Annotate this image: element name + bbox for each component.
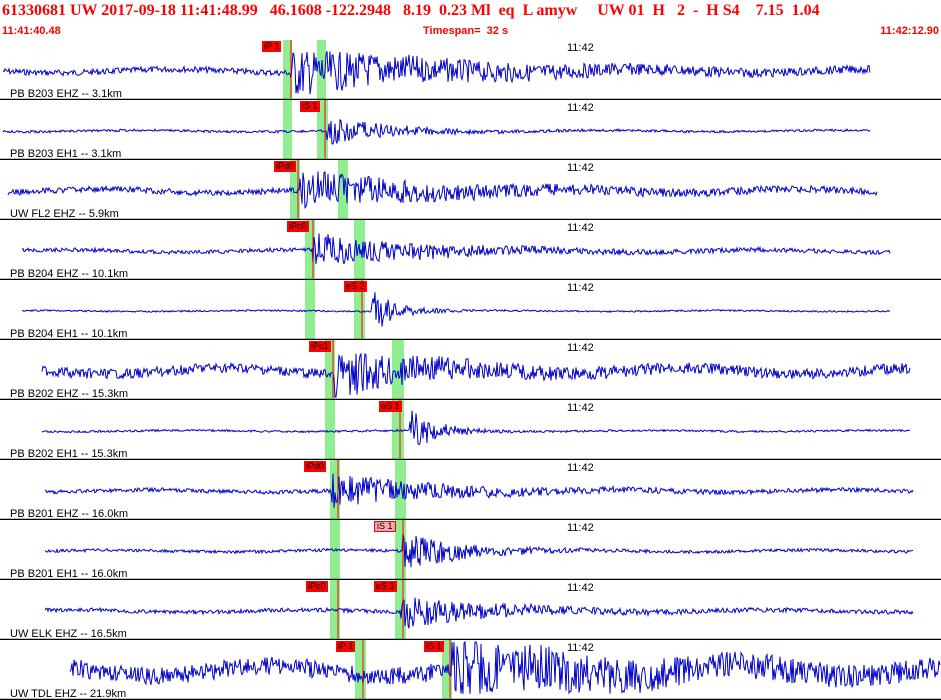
station-label: UW FL2 EHZ -- 5.9km xyxy=(10,208,119,220)
phase-pick-tag[interactable]: iPc0 xyxy=(306,581,328,592)
waveform-trace xyxy=(2,118,871,145)
trace-panel[interactable]: iPc0 11:42 PB B204 EHZ -- 10.1km xyxy=(0,220,941,280)
pick-window xyxy=(317,100,328,160)
phase-pick-tag[interactable]: iS 1 xyxy=(374,521,396,532)
event-header: 61330681 UW 2017-09-18 11:41:48.99 46.16… xyxy=(0,0,941,40)
trace-canvas xyxy=(0,460,941,520)
trace-panel[interactable]: iP 1 11:42 PB B203 EHZ -- 3.1km xyxy=(0,40,941,100)
pick-window xyxy=(392,340,404,400)
trace-canvas xyxy=(0,100,941,160)
pick-window xyxy=(290,160,300,220)
trace-canvas xyxy=(0,400,941,460)
trace-canvas xyxy=(0,40,941,100)
pick-window xyxy=(395,520,406,580)
pick-window xyxy=(325,340,335,400)
pick-window xyxy=(392,400,404,460)
waveform-trace xyxy=(21,233,891,265)
waveform-trace xyxy=(44,532,914,568)
station-label: PB B203 EHZ -- 3.1km xyxy=(10,88,122,100)
time-tick-label: 11:42 xyxy=(567,282,594,294)
station-label: UW ELK EHZ -- 16.5km xyxy=(10,628,127,640)
phase-pick-tag[interactable]: iP 1 xyxy=(336,641,356,652)
phase-pick-tag[interactable]: iPc0 xyxy=(287,221,309,232)
pick-window xyxy=(330,580,340,640)
phase-pick-tag[interactable]: iP 1 xyxy=(262,41,282,52)
time-tick-label: 11:42 xyxy=(567,162,594,174)
trace-panel[interactable]: iS 1 11:42 PB B203 EH1 -- 3.1km xyxy=(0,100,941,160)
trace-canvas xyxy=(0,160,941,220)
waveform-trace xyxy=(21,292,891,327)
timespan-label: Timespan= 32 s xyxy=(423,25,509,37)
trace-canvas xyxy=(0,640,941,700)
pick-window xyxy=(325,400,335,460)
phase-pick-tag[interactable]: iPd0 xyxy=(274,161,297,172)
time-tick-label: 11:42 xyxy=(567,642,594,654)
trace-canvas xyxy=(0,520,941,580)
trace-panel[interactable]: iP 1 iS 1 11:42 UW TDL EHZ -- 21.9km xyxy=(0,640,941,700)
station-label: PB B202 EHZ -- 15.3km xyxy=(10,388,128,400)
time-tick-label: 11:42 xyxy=(567,342,594,354)
pick-window xyxy=(338,160,348,220)
station-label: PB B203 EH1 -- 3.1km xyxy=(10,148,122,160)
phase-pick-tag[interactable]: eS 1 xyxy=(374,581,397,592)
time-tick-label: 11:42 xyxy=(567,522,594,534)
trace-panel[interactable]: iS 1 11:42 PB B201 EH1 -- 16.0km xyxy=(0,520,941,580)
phase-pick-tag[interactable]: iPd0 xyxy=(304,461,327,472)
waveform-trace xyxy=(41,410,911,446)
trace-panel[interactable]: iPc1 11:42 PB B202 EHZ -- 15.3km xyxy=(0,340,941,400)
phase-pick-tag[interactable]: iS 1 xyxy=(424,641,444,652)
pick-window xyxy=(354,280,365,340)
seismogram-traces[interactable]: iP 1 11:42 PB B203 EHZ -- 3.1km iS 1 11:42 PB… xyxy=(0,40,941,700)
pick-window xyxy=(330,460,340,520)
trace-canvas xyxy=(0,220,941,280)
station-label: PB B201 EH1 -- 16.0km xyxy=(10,568,128,580)
time-tick-label: 11:42 xyxy=(567,462,594,474)
event-summary-title: 61330681 UW 2017-09-18 11:41:48.99 46.16… xyxy=(2,2,820,19)
time-tick-label: 11:42 xyxy=(567,402,594,414)
phase-pick-tag[interactable]: iPc1 xyxy=(309,341,331,352)
time-tick-label: 11:42 xyxy=(567,222,594,234)
pick-window xyxy=(395,460,406,520)
trace-panel[interactable]: eS 2 11:42 PB B204 EH1 -- 10.1km xyxy=(0,280,941,340)
time-tick-label: 11:42 xyxy=(567,582,594,594)
station-label: PB B202 EH1 -- 15.3km xyxy=(10,448,128,460)
station-label: PB B201 EHZ -- 16.0km xyxy=(10,508,128,520)
pick-window xyxy=(395,580,406,640)
waveform-trace xyxy=(44,473,914,508)
station-label: PB B204 EH1 -- 10.1km xyxy=(10,328,128,340)
trace-panel[interactable]: iPd0 11:42 UW FL2 EHZ -- 5.9km xyxy=(0,160,941,220)
station-label: UW TDL EHZ -- 21.9km xyxy=(10,688,127,700)
start-time-label: 11:41:40.48 xyxy=(2,25,61,37)
trace-canvas xyxy=(0,340,941,400)
end-time-label: 11:42:12.90 xyxy=(880,25,939,37)
phase-pick-tag[interactable]: eS 1 xyxy=(379,401,402,412)
waveform-trace xyxy=(41,352,911,398)
trace-canvas xyxy=(0,580,941,640)
time-tick-label: 11:42 xyxy=(567,102,594,114)
waveform-trace xyxy=(69,640,941,695)
phase-pick-tag[interactable]: iS 1 xyxy=(300,101,320,112)
station-label: PB B204 EHZ -- 10.1km xyxy=(10,268,128,280)
waveform-trace xyxy=(44,597,914,629)
time-tick-label: 11:42 xyxy=(567,42,594,54)
trace-canvas xyxy=(0,280,941,340)
trace-panel[interactable]: iPc0 eS 1 11:42 UW ELK EHZ -- 16.5km xyxy=(0,580,941,640)
trace-panel[interactable]: eS 1 11:42 PB B202 EH1 -- 15.3km xyxy=(0,400,941,460)
waveform-trace xyxy=(7,170,878,210)
pick-window xyxy=(283,100,292,160)
pick-window xyxy=(355,640,366,700)
phase-pick-tag[interactable]: eS 2 xyxy=(344,281,367,292)
pick-window xyxy=(283,40,292,100)
waveform-trace xyxy=(2,50,871,95)
trace-panel[interactable]: iPd0 11:42 PB B201 EHZ -- 16.0km xyxy=(0,460,941,520)
